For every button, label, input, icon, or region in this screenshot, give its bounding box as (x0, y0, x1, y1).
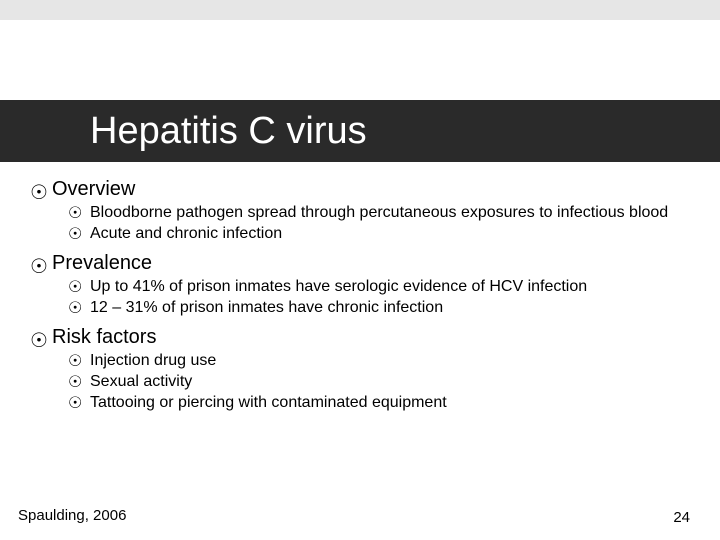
page-number: 24 (673, 509, 690, 526)
section-heading-text: Overview (52, 178, 135, 200)
list-item-text: Tattooing or piercing with contaminated … (90, 394, 447, 411)
top-accent-bar (0, 0, 720, 20)
bullet-icon: ☉ (30, 254, 48, 279)
section-heading: ☉ Prevalence (30, 252, 710, 275)
section-heading: ☉ Risk factors (30, 326, 710, 349)
slide-title: Hepatitis C virus (90, 110, 367, 153)
list-item: ☉ Acute and chronic infection (68, 224, 710, 244)
list-item: ☉ Sexual activity (68, 372, 710, 392)
list-item-text: 12 – 31% of prison inmates have chronic … (90, 299, 443, 316)
list-item-text: Acute and chronic infection (90, 225, 282, 242)
list-item: ☉ Bloodborne pathogen spread through per… (68, 203, 710, 223)
bullet-icon: ☉ (68, 352, 82, 372)
list-item-text: Sexual activity (90, 373, 192, 390)
section-heading-text: Risk factors (52, 326, 156, 348)
list-item: ☉ Tattooing or piercing with contaminate… (68, 393, 710, 413)
list-item: ☉ Up to 41% of prison inmates have serol… (68, 277, 710, 297)
citation: Spaulding, 2006 (18, 507, 126, 524)
slide-content: ☉ Overview ☉ Bloodborne pathogen spread … (30, 170, 710, 414)
bullet-icon: ☉ (68, 299, 82, 319)
section-heading-text: Prevalence (52, 252, 152, 274)
bullet-icon: ☉ (68, 278, 82, 298)
bullet-icon: ☉ (30, 328, 48, 353)
bullet-icon: ☉ (68, 394, 82, 414)
section-heading: ☉ Overview (30, 178, 710, 201)
list-item: ☉ Injection drug use (68, 351, 710, 371)
list-item-text: Up to 41% of prison inmates have serolog… (90, 278, 587, 295)
list-item-text: Injection drug use (90, 352, 216, 369)
bullet-icon: ☉ (68, 204, 82, 224)
bullet-icon: ☉ (68, 373, 82, 393)
list-item-text: Bloodborne pathogen spread through percu… (90, 204, 668, 221)
bullet-icon: ☉ (30, 180, 48, 205)
bullet-icon: ☉ (68, 225, 82, 245)
list-item: ☉ 12 – 31% of prison inmates have chroni… (68, 298, 710, 318)
title-bar: Hepatitis C virus (0, 100, 720, 162)
